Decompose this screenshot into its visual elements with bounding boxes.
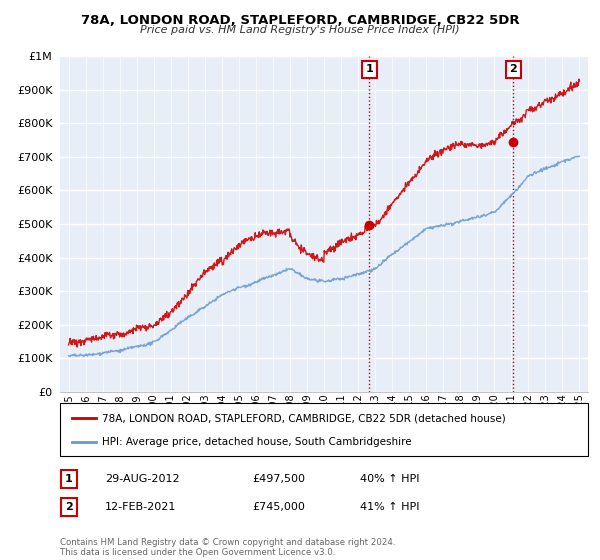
Text: 1: 1: [365, 64, 373, 74]
Text: 1: 1: [65, 474, 73, 484]
Text: Contains HM Land Registry data © Crown copyright and database right 2024.
This d: Contains HM Land Registry data © Crown c…: [60, 538, 395, 557]
Text: 40% ↑ HPI: 40% ↑ HPI: [360, 474, 419, 484]
Text: 2: 2: [509, 64, 517, 74]
Text: HPI: Average price, detached house, South Cambridgeshire: HPI: Average price, detached house, Sout…: [102, 436, 412, 446]
Text: 2: 2: [65, 502, 73, 512]
Text: 78A, LONDON ROAD, STAPLEFORD, CAMBRIDGE, CB22 5DR: 78A, LONDON ROAD, STAPLEFORD, CAMBRIDGE,…: [80, 14, 520, 27]
Text: 29-AUG-2012: 29-AUG-2012: [105, 474, 179, 484]
Text: 78A, LONDON ROAD, STAPLEFORD, CAMBRIDGE, CB22 5DR (detached house): 78A, LONDON ROAD, STAPLEFORD, CAMBRIDGE,…: [102, 413, 506, 423]
Text: 41% ↑ HPI: 41% ↑ HPI: [360, 502, 419, 512]
Text: £497,500: £497,500: [252, 474, 305, 484]
Text: Price paid vs. HM Land Registry's House Price Index (HPI): Price paid vs. HM Land Registry's House …: [140, 25, 460, 35]
Text: £745,000: £745,000: [252, 502, 305, 512]
Text: 12-FEB-2021: 12-FEB-2021: [105, 502, 176, 512]
